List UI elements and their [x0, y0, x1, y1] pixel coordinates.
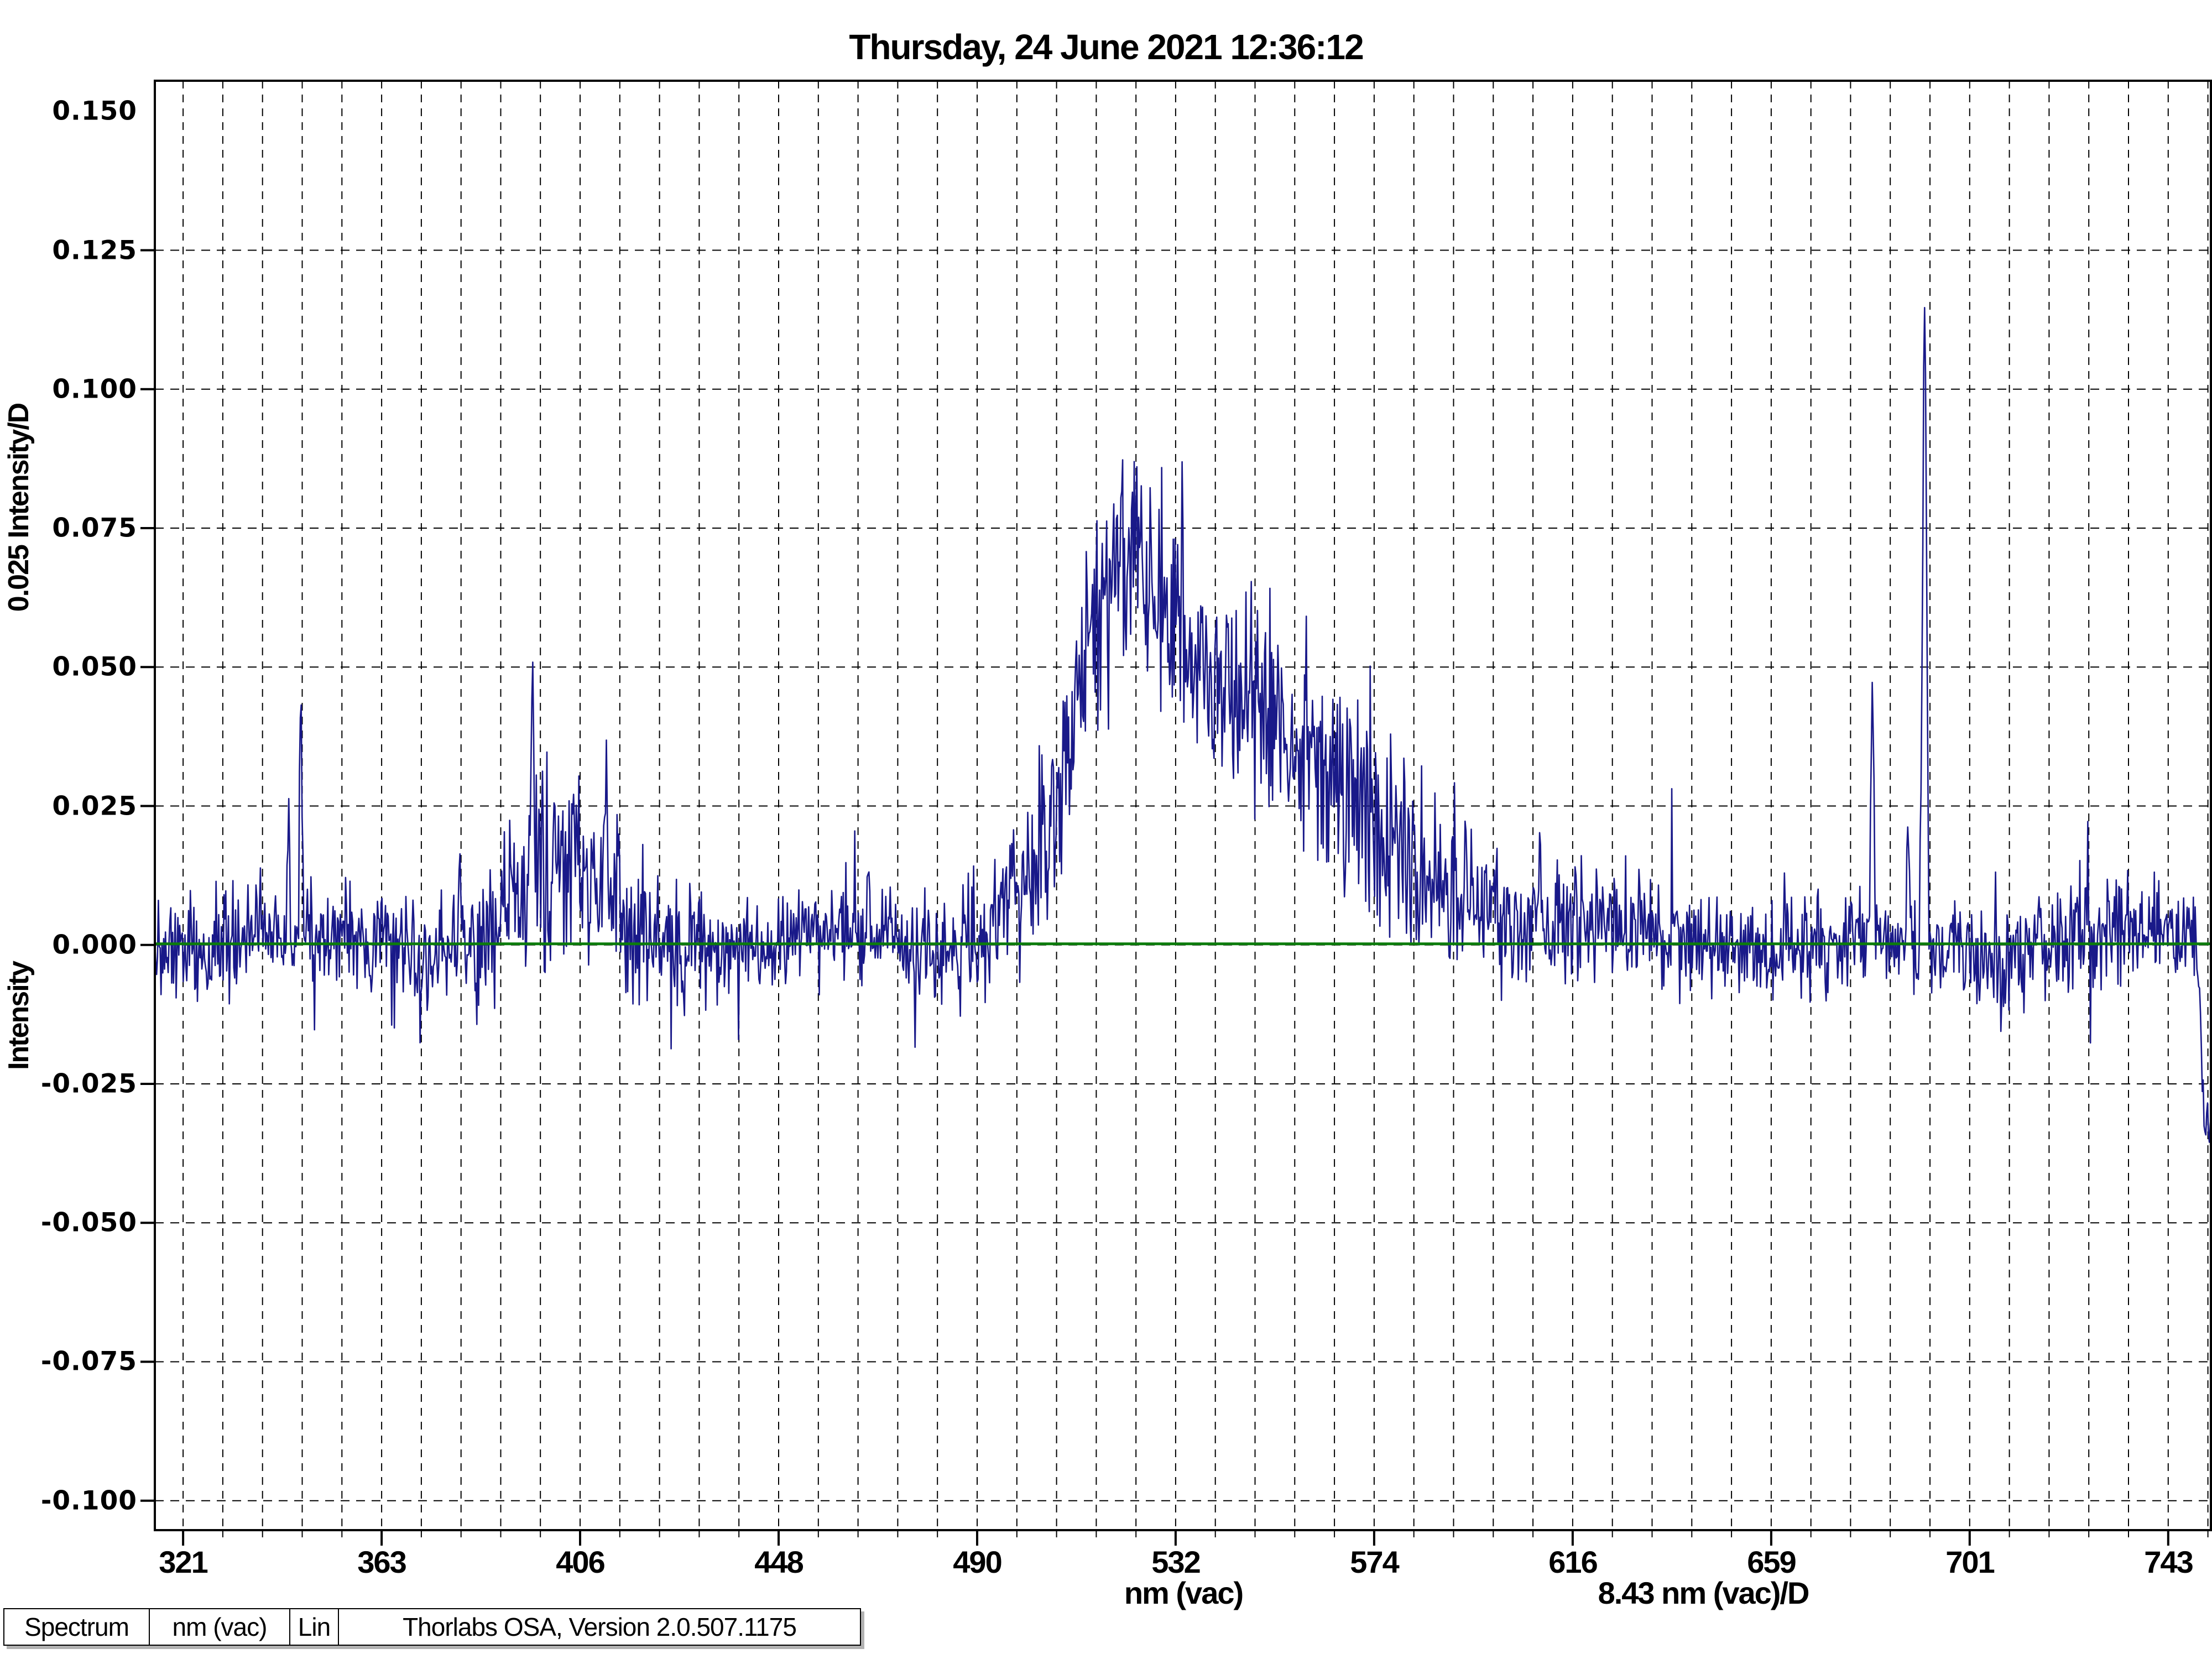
x-tick-label: 448: [754, 1545, 804, 1579]
x-tick-label: 574: [1350, 1545, 1399, 1579]
status-cell-scale-mode[interactable]: Lin: [290, 1609, 339, 1645]
x-tick-label: 532: [1151, 1545, 1201, 1579]
y-tick-label: 0.000: [52, 930, 137, 961]
y-tick-label: 0.150: [52, 96, 137, 127]
x-tick-label: 743: [2144, 1545, 2193, 1579]
status-bar: Spectrum nm (vac) Lin Thorlabs OSA, Vers…: [3, 1608, 861, 1646]
x-axis-division-label: 8.43 nm (vac)/D: [1598, 1575, 1810, 1610]
y-tick-label: 0.025: [52, 791, 137, 822]
x-axis-unit-label: nm (vac): [1124, 1575, 1244, 1610]
x-tick-label: 659: [1747, 1545, 1796, 1579]
y-tick-label: -0.100: [40, 1485, 137, 1516]
x-tick-label: 616: [1548, 1545, 1598, 1579]
chart-title: Thursday, 24 June 2021 12:36:12: [849, 27, 1364, 67]
x-tick-label: 363: [357, 1545, 406, 1579]
status-cell-app-version: Thorlabs OSA, Version 2.0.507.1175: [403, 1613, 797, 1641]
x-tick-label: 321: [159, 1545, 208, 1579]
spectrum-trace: [155, 307, 2212, 1143]
y-tick-label: -0.050: [40, 1207, 137, 1238]
x-tick-label: 701: [1945, 1545, 1995, 1579]
status-cell-trace-name[interactable]: Spectrum: [4, 1609, 150, 1645]
x-tick-label: 490: [953, 1545, 1002, 1579]
status-cell-x-unit[interactable]: nm (vac): [150, 1609, 290, 1645]
y-tick-label: 0.050: [52, 651, 137, 682]
y-tick-label: 0.125: [52, 235, 137, 266]
x-tick-label: 406: [556, 1545, 605, 1579]
y-tick-label: -0.075: [40, 1346, 137, 1377]
y-tick-label: 0.100: [52, 374, 137, 405]
y-tick-label: 0.075: [52, 513, 137, 544]
y-tick-label: -0.025: [40, 1068, 137, 1099]
